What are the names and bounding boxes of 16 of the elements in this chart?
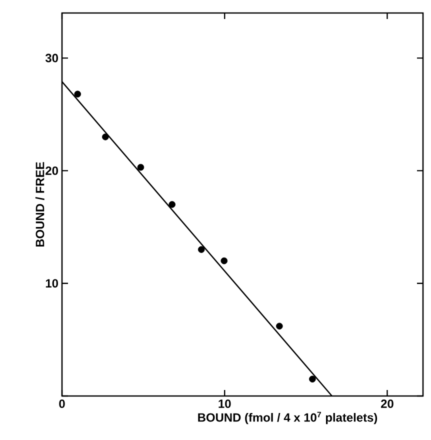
y-tick-label: 10 bbox=[46, 279, 58, 288]
point bbox=[102, 134, 109, 140]
point bbox=[74, 90, 81, 98]
point bbox=[220, 257, 228, 264]
y-tick-label: 20 bbox=[46, 166, 58, 175]
point bbox=[168, 201, 176, 208]
x-tick-label: 0 bbox=[59, 400, 65, 408]
x-tick-label: 10 bbox=[218, 400, 231, 408]
point bbox=[137, 164, 144, 171]
y-tick-label: 30 bbox=[45, 54, 58, 62]
y-axis-title: BOUND / FREE bbox=[35, 162, 44, 247]
point bbox=[309, 376, 316, 382]
point bbox=[198, 246, 205, 253]
x-tick-label: 20 bbox=[381, 400, 394, 408]
x-axis-title: BOUND (fmol / 4 x 10$^{7}$ platelets) bbox=[198, 412, 378, 424]
point bbox=[276, 322, 283, 330]
